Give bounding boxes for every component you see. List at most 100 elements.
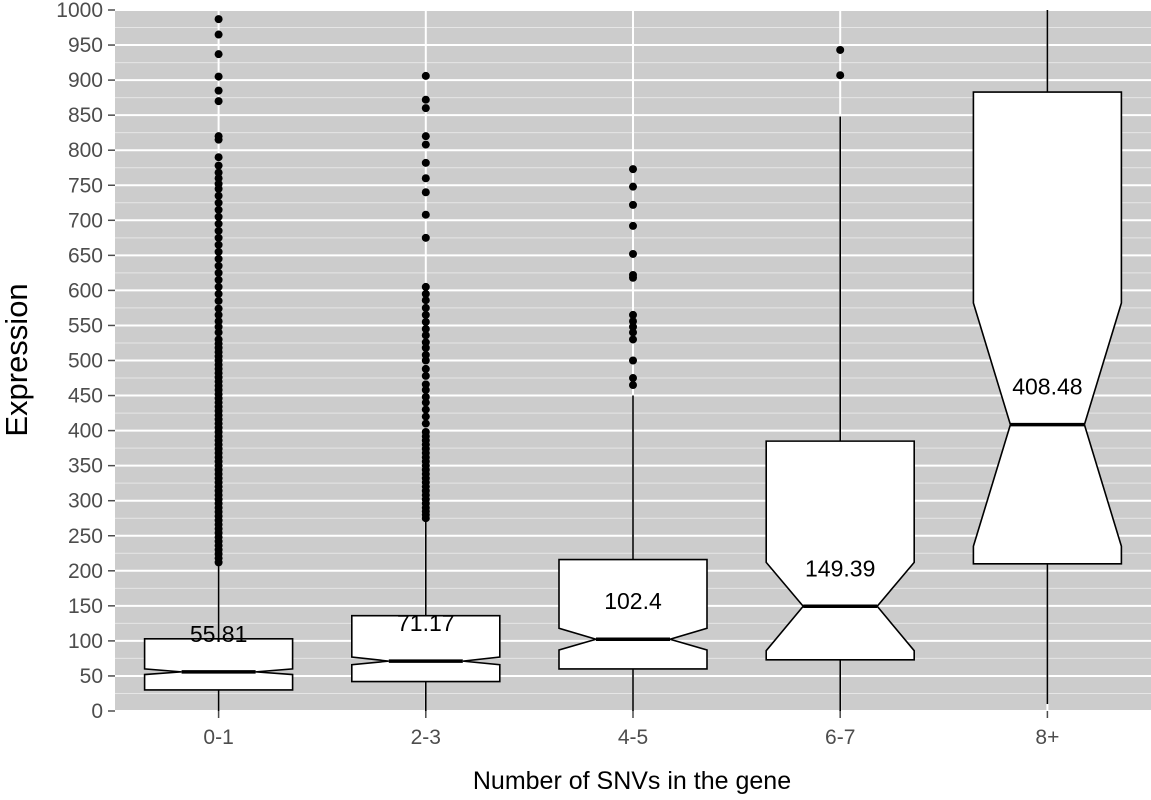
- y-tick-label: 850: [68, 104, 103, 127]
- outlier-point: [214, 212, 223, 221]
- y-tick-label: 100: [68, 630, 103, 653]
- y-axis: 0 50 100 150 200 250 300 350 400 450 500 550 600 650 7…: [56, 0, 115, 723]
- outlier-point: [421, 296, 430, 305]
- outlier-point: [836, 45, 845, 54]
- outlier-point: [421, 371, 430, 380]
- outlier-point: [421, 338, 430, 347]
- outlier-point: [214, 30, 223, 39]
- x-tick-label: 2-3: [411, 726, 441, 749]
- outlier-point: [421, 356, 430, 365]
- x-tick-label: 8+: [1035, 726, 1059, 749]
- outlier-point: [214, 275, 223, 284]
- outlier-point: [629, 322, 637, 331]
- outlier-point: [421, 188, 430, 197]
- median-label: 55.81: [190, 621, 248, 647]
- outlier-point: [214, 310, 223, 319]
- y-tick-label: 200: [68, 560, 103, 583]
- y-tick-label: 650: [68, 244, 103, 267]
- outlier-point: [629, 374, 637, 383]
- outlier-point: [214, 317, 223, 326]
- outlier-point: [214, 219, 223, 228]
- outlier-point: [836, 71, 845, 80]
- outlier-point: [214, 261, 223, 270]
- y-tick-label: 300: [68, 490, 103, 513]
- outlier-point: [214, 328, 223, 337]
- outlier-point: [214, 132, 223, 141]
- outlier-point: [214, 247, 223, 256]
- outlier-point: [214, 268, 223, 277]
- outlier-point: [214, 198, 223, 207]
- outlier-point: [629, 381, 637, 390]
- outlier-point: [214, 254, 223, 263]
- outlier-point: [421, 412, 430, 421]
- y-tick-label: 600: [68, 279, 103, 302]
- y-tick-label: 400: [68, 420, 103, 443]
- outlier-point: [421, 174, 430, 183]
- outlier-point: [421, 405, 430, 414]
- outlier-point: [214, 304, 223, 313]
- outlier-point: [421, 317, 430, 326]
- x-tick-label: 4-5: [618, 726, 648, 749]
- outlier-point: [214, 72, 223, 81]
- box-body: [558, 558, 708, 670]
- outlier-point: [421, 210, 430, 219]
- y-tick-label: 50: [80, 665, 103, 688]
- outlier-point: [421, 419, 430, 428]
- outlier-point: [421, 233, 430, 242]
- y-tick-label: 700: [68, 209, 103, 232]
- x-axis: 0-1 2-3 4-5 6-7 8+: [203, 711, 1059, 749]
- box-group-4-5: 102.4: [558, 165, 708, 711]
- outlier-point: [214, 282, 223, 291]
- median-label: 149.39: [805, 555, 875, 581]
- boxes-layer: 55.81 71.17 102.4 149.39 408.48: [143, 10, 1123, 711]
- x-tick-label: 0-1: [203, 726, 233, 749]
- outlier-point: [421, 132, 430, 141]
- outlier-point: [421, 158, 430, 167]
- outlier-point: [214, 335, 223, 344]
- outlier-point: [629, 165, 637, 174]
- outlier-point: [421, 95, 430, 104]
- outlier-point: [421, 364, 430, 373]
- outlier-point: [421, 398, 430, 407]
- outlier-point: [214, 174, 223, 183]
- outlier-point: [214, 161, 223, 170]
- y-tick-label: 500: [68, 350, 103, 373]
- x-axis-title: Number of SNVs in the gene: [473, 767, 791, 795]
- outlier-point: [421, 343, 430, 352]
- y-tick-label: 750: [68, 174, 103, 197]
- outlier-point: [421, 331, 430, 340]
- outlier-point: [421, 428, 430, 437]
- box-body: [350, 614, 501, 683]
- outlier-point: [421, 324, 430, 333]
- box-group-6-7: 149.39: [765, 45, 916, 711]
- outlier-point: [421, 310, 430, 319]
- outlier-point: [214, 179, 223, 188]
- outlier-point: [214, 191, 223, 200]
- outlier-point: [214, 15, 223, 24]
- y-tick-label: 350: [68, 455, 103, 478]
- y-tick-label: 1000: [56, 0, 103, 22]
- median-label: 102.4: [604, 588, 662, 614]
- outlier-point: [214, 322, 223, 331]
- y-axis-title: Expression: [0, 283, 34, 436]
- y-tick-label: 800: [68, 139, 103, 162]
- outlier-point: [421, 104, 430, 113]
- outlier-point: [421, 140, 430, 149]
- outlier-point: [629, 310, 637, 319]
- box-body: [765, 440, 916, 661]
- outlier-point: [629, 356, 637, 365]
- box-group-2-3: 71.17: [350, 71, 501, 711]
- outlier-point: [214, 97, 223, 106]
- y-tick-label: 900: [68, 69, 103, 92]
- y-tick-label: 950: [68, 34, 103, 57]
- box-group-8+: 408.48: [972, 10, 1123, 704]
- outlier-point: [421, 392, 430, 401]
- outlier-point: [214, 233, 223, 242]
- outlier-point: [214, 205, 223, 214]
- outlier-point: [421, 380, 430, 389]
- outlier-point: [629, 335, 637, 344]
- outlier-point: [629, 221, 637, 230]
- outlier-point: [214, 240, 223, 249]
- y-tick-label: 0: [91, 700, 103, 723]
